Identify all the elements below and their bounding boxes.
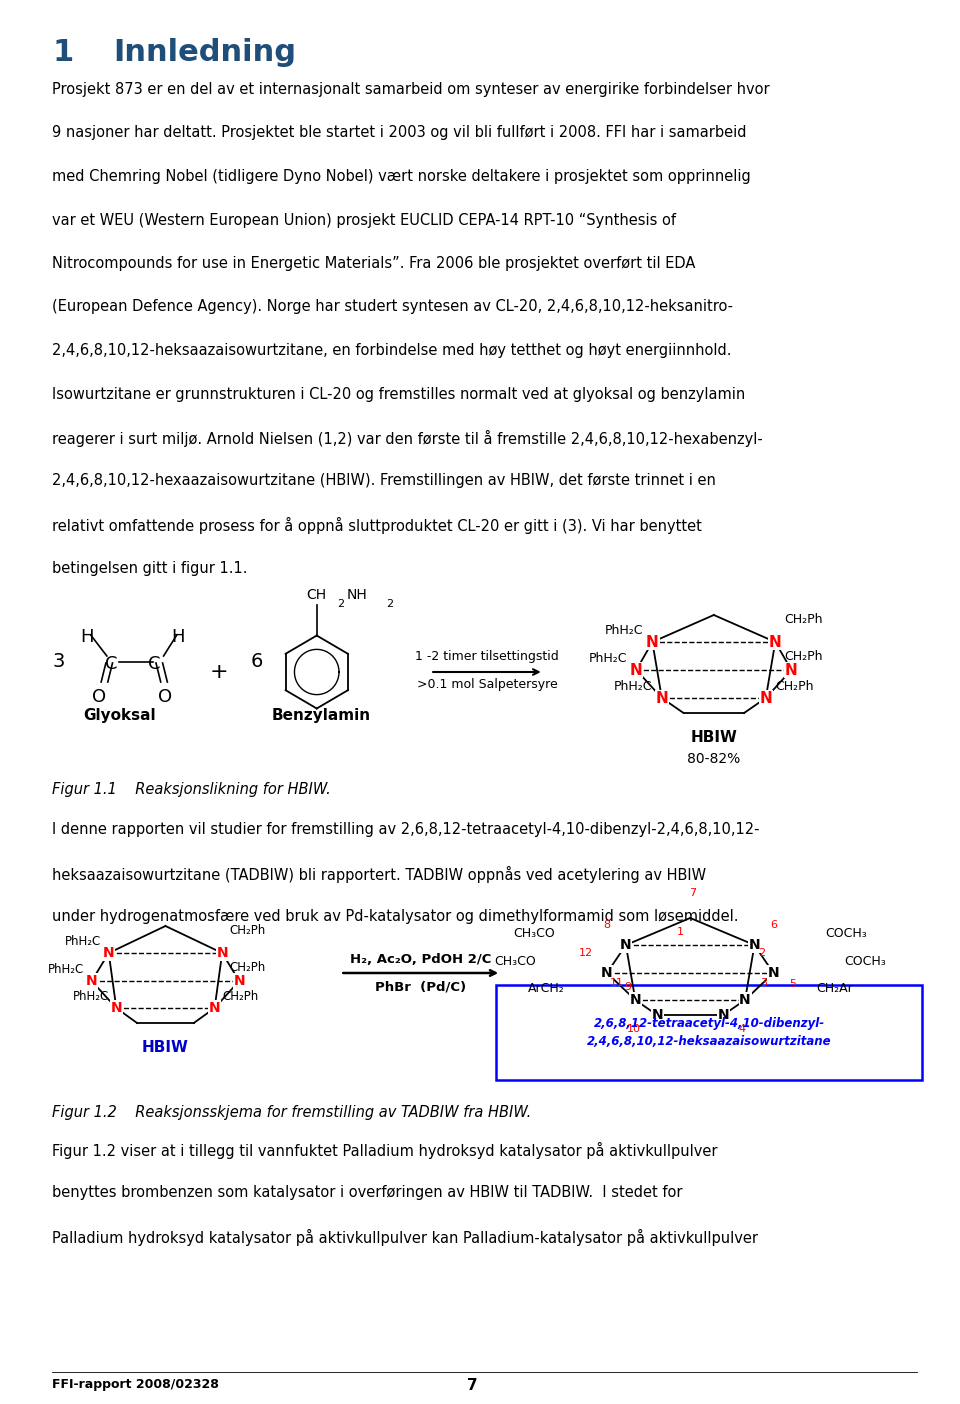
Text: 2,4,6,8,10,12-hexaazaisowurtzitane (HBIW). Fremstillingen av HBIW, det første tr: 2,4,6,8,10,12-hexaazaisowurtzitane (HBIW… [52, 473, 716, 489]
Text: Innledning: Innledning [113, 38, 297, 67]
Text: ArCH₂: ArCH₂ [528, 983, 564, 995]
Text: Figur 1.2    Reaksjonsskjema for fremstilling av TADBIW fra HBIW.: Figur 1.2 Reaksjonsskjema for fremstilli… [52, 1105, 531, 1120]
Text: C: C [106, 656, 118, 673]
Text: CH₂Ph: CH₂Ph [229, 924, 266, 936]
Text: N: N [768, 966, 780, 980]
Text: 11: 11 [610, 979, 623, 988]
Text: CH₂Ph: CH₂Ph [784, 650, 824, 663]
Text: N: N [759, 691, 772, 705]
Text: CH₂Ph: CH₂Ph [776, 681, 814, 694]
Text: 2: 2 [758, 948, 765, 959]
Text: CH₂Ar: CH₂Ar [816, 983, 852, 995]
Text: Isowurtzitane er grunnstrukturen i CL-20 og fremstilles normalt ved at glyoksal : Isowurtzitane er grunnstrukturen i CL-20… [52, 386, 745, 402]
Text: HBIW: HBIW [690, 730, 737, 746]
Text: 8: 8 [604, 921, 611, 931]
Text: 7: 7 [468, 1377, 478, 1393]
Text: N: N [656, 691, 668, 705]
Text: N: N [630, 993, 641, 1007]
Text: 5: 5 [789, 979, 796, 990]
Text: heksaazaisowurtzitane (TADBIW) bli rapportert. TADBIW oppnås ved acetylering av : heksaazaisowurtzitane (TADBIW) bli rappo… [52, 865, 707, 883]
Text: N: N [630, 663, 642, 678]
Text: 3: 3 [760, 979, 767, 988]
Bar [496, 984, 922, 1080]
Text: PhBr  (Pd/C): PhBr (Pd/C) [375, 980, 467, 993]
Text: I denne rapporten vil studier for fremstilling av 2,6,8,12-tetraacetyl-4,10-dibe: I denne rapporten vil studier for fremst… [52, 821, 759, 837]
Text: N: N [769, 635, 781, 650]
Text: N: N [85, 974, 98, 988]
Text: 4: 4 [738, 1024, 746, 1033]
Text: O: O [158, 688, 173, 706]
Text: CH₂Ph: CH₂Ph [229, 960, 266, 973]
Text: Prosjekt 873 er en del av et internasjonalt samarbeid om synteser av energirike : Prosjekt 873 er en del av et internasjon… [52, 81, 770, 97]
Text: 1: 1 [677, 927, 684, 936]
Text: N: N [233, 974, 245, 988]
Text: N: N [103, 946, 114, 960]
Text: Palladium hydroksyd katalysator på aktivkullpulver kan Palladium-katalysator på : Palladium hydroksyd katalysator på aktiv… [52, 1228, 758, 1245]
Text: Benzylamin: Benzylamin [272, 708, 371, 723]
Text: N: N [110, 1001, 122, 1015]
Text: COCH₃: COCH₃ [826, 927, 867, 941]
Text: N: N [717, 1008, 729, 1022]
Text: CH₃CO: CH₃CO [514, 927, 555, 941]
Text: Figur 1.1    Reaksjonslikning for HBIW.: Figur 1.1 Reaksjonslikning for HBIW. [52, 782, 331, 797]
Text: COCH₃: COCH₃ [844, 955, 886, 969]
Text: >0.1 mol Salpetersyre: >0.1 mol Salpetersyre [417, 678, 558, 691]
Text: Glyoksal: Glyoksal [83, 708, 156, 723]
Text: under hydrogenatmosfære ved bruk av Pd-katalysator og dimethylformamid som løsem: under hydrogenatmosfære ved bruk av Pd-k… [52, 908, 738, 924]
Text: N: N [209, 1001, 221, 1015]
Text: 9: 9 [624, 981, 632, 993]
Text: NH: NH [347, 588, 368, 602]
Text: 7: 7 [689, 887, 697, 897]
Text: 1 -2 timer tilsettingstid: 1 -2 timer tilsettingstid [415, 650, 559, 663]
Text: betingelsen gitt i figur 1.1.: betingelsen gitt i figur 1.1. [52, 560, 248, 576]
Text: CH₃CO: CH₃CO [494, 955, 536, 969]
Text: (European Defence Agency). Norge har studert syntesen av CL-20, 2,4,6,8,10,12-he: (European Defence Agency). Norge har stu… [52, 299, 733, 314]
Text: 10: 10 [627, 1024, 640, 1033]
Text: 1: 1 [52, 38, 73, 67]
Text: 2,4,6,8,10,12-heksaazaisowurtzitane, en forbindelse med høy tetthet og høyt ener: 2,4,6,8,10,12-heksaazaisowurtzitane, en … [52, 343, 732, 358]
Text: H₂, Ac₂O, PdOH 2/C: H₂, Ac₂O, PdOH 2/C [350, 953, 492, 966]
Text: PhH₂C: PhH₂C [72, 990, 108, 1004]
Text: PhH₂C: PhH₂C [613, 681, 653, 694]
Text: O: O [92, 688, 107, 706]
Text: H: H [81, 628, 94, 646]
Text: 6: 6 [251, 651, 263, 671]
Text: relativt omfattende prosess for å oppnå sluttproduktet CL-20 er gitt i (3). Vi h: relativt omfattende prosess for å oppnå … [52, 517, 702, 534]
Text: +: + [210, 663, 228, 682]
Text: PhH₂C: PhH₂C [48, 963, 84, 976]
Text: N: N [601, 966, 612, 980]
Text: 6: 6 [770, 921, 777, 931]
Text: 80-82%: 80-82% [687, 753, 740, 767]
Text: 2: 2 [338, 600, 345, 609]
Text: C: C [148, 656, 160, 673]
Text: reagerer i surt miljø. Arnold Nielsen (1,2) var den første til å fremstille 2,4,: reagerer i surt miljø. Arnold Nielsen (1… [52, 430, 763, 446]
Text: Figur 1.2 viser at i tillegg til vannfuktet Palladium hydroksyd katalysator på a: Figur 1.2 viser at i tillegg til vannfuk… [52, 1141, 717, 1160]
Text: FFI-rapport 2008/02328: FFI-rapport 2008/02328 [52, 1377, 219, 1391]
Text: N: N [620, 938, 632, 952]
Text: CH: CH [306, 588, 326, 602]
Text: N: N [646, 635, 659, 650]
Text: H: H [171, 628, 184, 646]
Text: med Chemring Nobel (tidligere Dyno Nobel) vært norske deltakere i prosjektet som: med Chemring Nobel (tidligere Dyno Nobel… [52, 168, 751, 184]
Text: PhH₂C: PhH₂C [588, 653, 627, 665]
Text: HBIW: HBIW [142, 1040, 189, 1054]
Text: 12: 12 [579, 948, 593, 959]
Text: var et WEU (Western European Union) prosjekt EUCLID CEPA-14 RPT-10 “Synthesis of: var et WEU (Western European Union) pros… [52, 212, 676, 227]
Text: CH₂Ph: CH₂Ph [222, 990, 258, 1004]
Text: Nitrocompounds for use in Energetic Materials”. Fra 2006 ble prosjektet overført: Nitrocompounds for use in Energetic Mate… [52, 256, 695, 271]
Text: 2,6,8,12-tetraacetyl-4,10-dibenzyl-
2,4,6,8,10,12-heksaazaisowurtzitane: 2,6,8,12-tetraacetyl-4,10-dibenzyl- 2,4,… [587, 1016, 831, 1047]
Text: 9 nasjoner har deltatt. Prosjektet ble startet i 2003 og vil bli fullført i 2008: 9 nasjoner har deltatt. Prosjektet ble s… [52, 125, 747, 140]
Text: 2: 2 [386, 600, 393, 609]
Text: CH₂Ph: CH₂Ph [784, 614, 824, 626]
Text: PhH₂C: PhH₂C [605, 625, 643, 637]
Text: PhH₂C: PhH₂C [65, 935, 101, 948]
Text: N: N [651, 1008, 663, 1022]
Text: N: N [749, 938, 760, 952]
Text: N: N [739, 993, 751, 1007]
Text: benyttes brombenzen som katalysator i overføringen av HBIW til TADBIW.  I stedet: benyttes brombenzen som katalysator i ov… [52, 1185, 683, 1200]
Text: 3: 3 [52, 651, 64, 671]
Text: N: N [216, 946, 228, 960]
Text: N: N [785, 663, 798, 678]
